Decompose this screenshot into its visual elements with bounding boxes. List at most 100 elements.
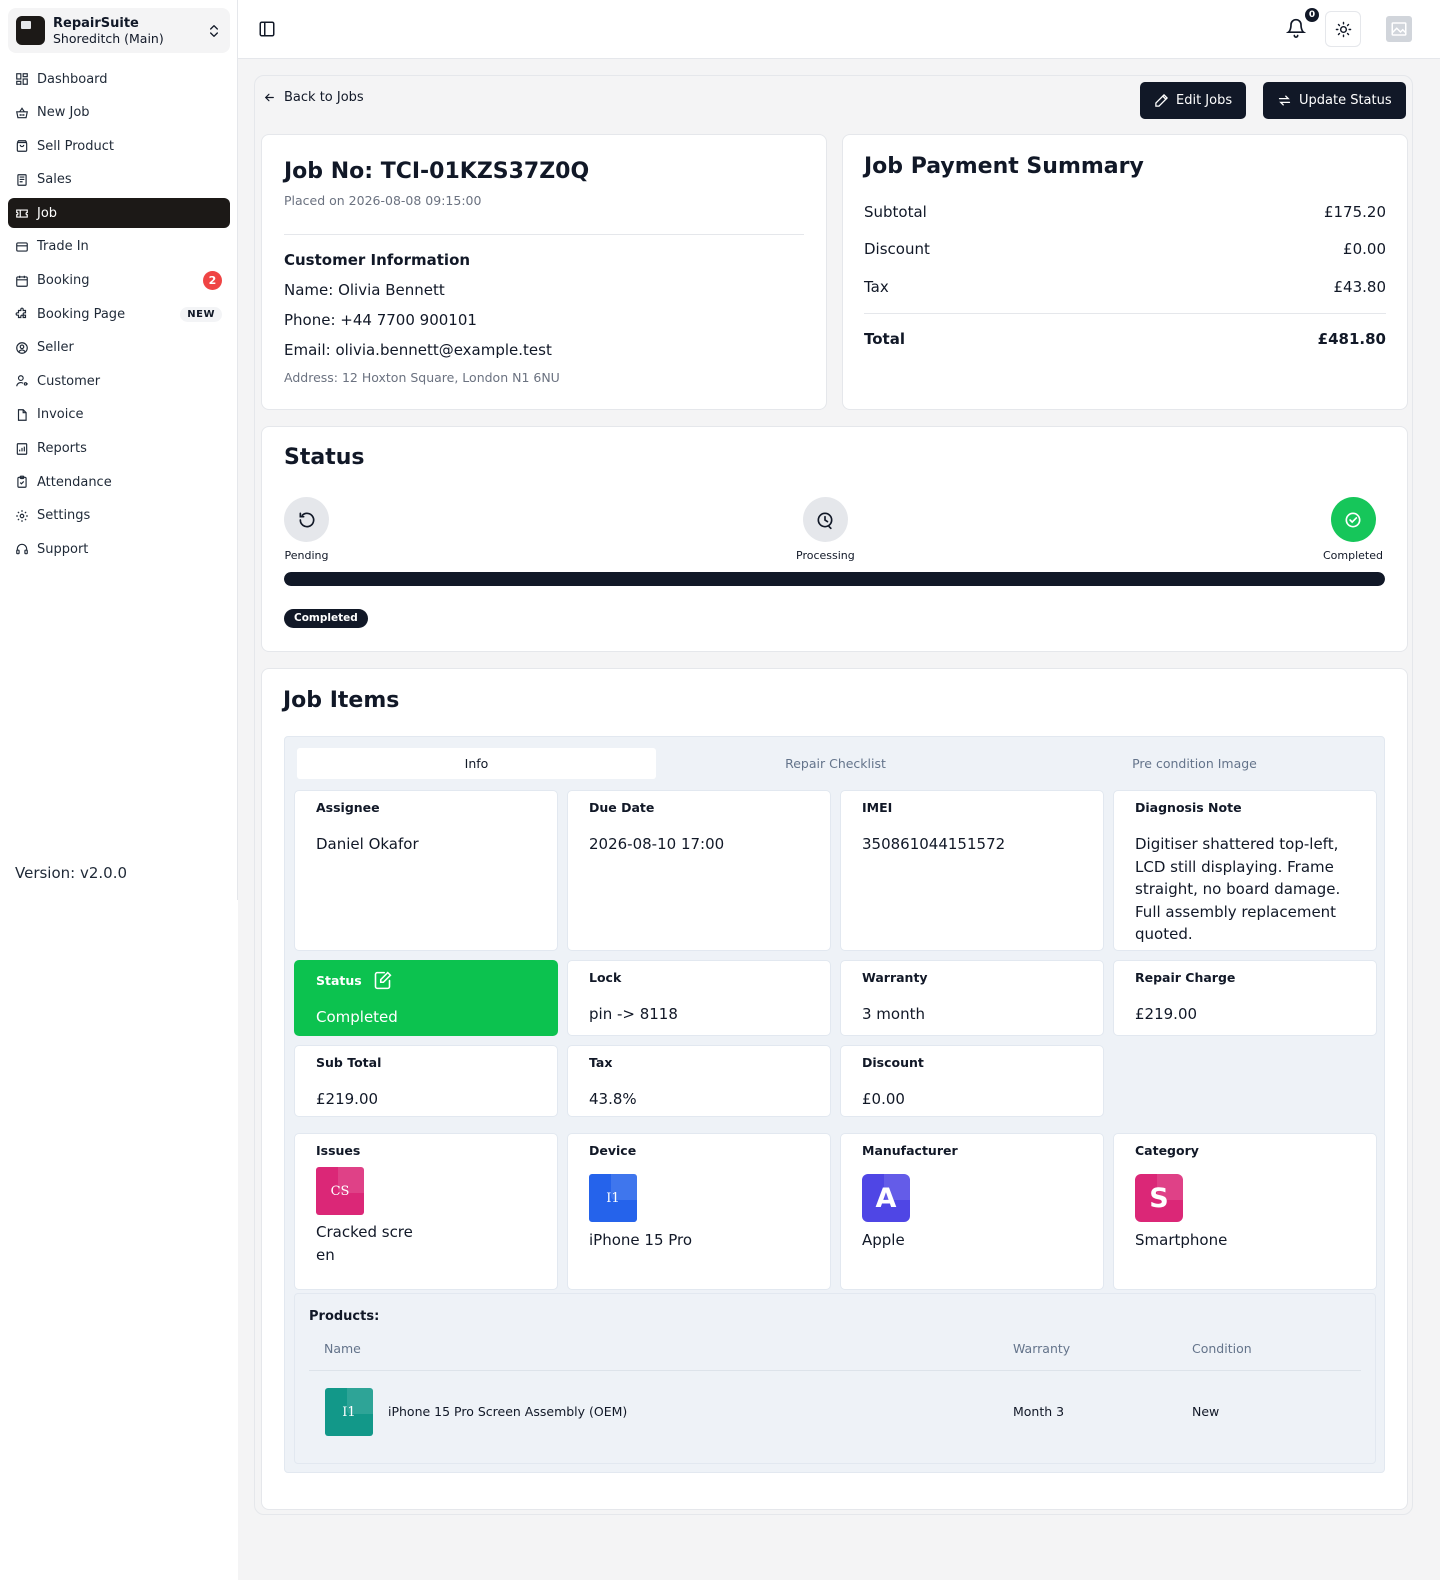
file-icon xyxy=(17,409,27,421)
update-status-label: Update Status xyxy=(1299,93,1392,108)
sidebar-item-job[interactable]: Job xyxy=(8,198,230,229)
device-thumbnail: I1 xyxy=(589,1174,637,1222)
manufacturer-value: Apple xyxy=(862,1231,905,1249)
user-circle-icon xyxy=(16,341,28,354)
sidebar-item-seller[interactable]: Seller xyxy=(8,333,230,363)
sidebar-item-settings[interactable]: Settings xyxy=(8,501,230,531)
cell-label: Category xyxy=(1135,1143,1199,1158)
edit-status-icon[interactable] xyxy=(372,970,393,991)
total-value: £481.80 xyxy=(1317,330,1386,348)
column-header-name: Name xyxy=(324,1341,361,1356)
booking-count-badge: 2 xyxy=(203,271,222,291)
discount-value: £0.00 xyxy=(1343,240,1386,258)
cell-label: Assignee xyxy=(316,800,380,815)
discount-cell: Discount £0.00 xyxy=(840,1045,1104,1117)
sidebar-item-new-job[interactable]: New Job xyxy=(8,98,230,128)
product-thumbnail: I1 xyxy=(325,1388,373,1436)
arrow-left-icon xyxy=(264,93,274,102)
job-items-panel: Info Repair Checklist Pre condition Imag… xyxy=(284,736,1385,1473)
page-title: Job No: TCI-01KZS37Z0Q xyxy=(284,159,590,184)
cell-label: Warranty xyxy=(862,970,928,985)
store-name: RepairSuite xyxy=(53,15,139,31)
divider xyxy=(309,1370,1361,1371)
tab-pre-condition-image[interactable]: Pre condition Image xyxy=(1132,756,1257,771)
cell-label: IMEI xyxy=(862,800,893,815)
sidebar: RepairSuite Shoreditch (Main) Dashboard … xyxy=(0,0,238,900)
app-version: Version: v2.0.0 xyxy=(15,864,128,882)
chevrons-up-down-icon xyxy=(210,24,218,37)
topbar: 0 xyxy=(238,0,1440,59)
tax-cell: Tax 43.8% xyxy=(567,1045,831,1117)
tab-repair-checklist[interactable]: Repair Checklist xyxy=(785,756,886,771)
sidebar-item-dashboard[interactable]: Dashboard xyxy=(8,64,230,94)
new-badge: NEW xyxy=(180,306,222,322)
sidebar-item-label: Sales xyxy=(37,172,72,188)
warranty-value: 3 month xyxy=(862,1005,925,1023)
step-circle xyxy=(802,497,848,542)
edit-job-label: Edit Jobs xyxy=(1176,93,1233,108)
sidebar-item-invoice[interactable]: Invoice xyxy=(8,400,230,430)
due-date-cell: Due Date 2026-08-10 17:00 xyxy=(567,790,831,951)
sidebar-item-attendance[interactable]: Attendance xyxy=(8,467,230,497)
sidebar-item-label: Settings xyxy=(37,508,91,524)
repair-charge-cell: Repair Charge £219.00 xyxy=(1113,960,1377,1036)
sidebar-toggle-icon[interactable] xyxy=(258,20,276,38)
sidebar-item-label: Sell Product xyxy=(37,138,114,154)
tax-value: £43.80 xyxy=(1333,278,1387,296)
sidebar-item-support[interactable]: Support xyxy=(8,534,230,564)
issue-thumbnail: CS xyxy=(316,1167,364,1215)
imei-value: 350861044151572 xyxy=(862,835,1006,853)
calendar-icon xyxy=(16,275,28,287)
notification-count: 0 xyxy=(1305,8,1319,22)
update-status-button[interactable]: Update Status xyxy=(1263,82,1406,119)
back-to-jobs-link[interactable]: Back to Jobs xyxy=(263,90,364,105)
cell-label: Tax xyxy=(589,1055,613,1070)
sidebar-item-label: Booking xyxy=(37,273,90,289)
ticket-icon xyxy=(16,209,28,219)
cell-label: Device xyxy=(589,1143,637,1158)
sidebar-item-label: Support xyxy=(37,541,89,557)
sidebar-item-label: Attendance xyxy=(37,474,112,490)
subtotal-row: Subtotal £175.20 xyxy=(864,203,1386,221)
device-value: iPhone 15 Pro xyxy=(589,1231,693,1249)
sidebar-item-reports[interactable]: Reports xyxy=(8,434,230,464)
sidebar-item-customer[interactable]: Customer xyxy=(8,366,230,396)
gear-icon xyxy=(16,509,28,522)
item-status-cell[interactable]: Status Completed xyxy=(294,960,558,1036)
avatar[interactable] xyxy=(1386,16,1412,42)
placed-date: Placed on 2026-08-08 09:15:00 xyxy=(284,193,482,208)
image-placeholder-icon xyxy=(1391,22,1407,36)
sidebar-item-trade-in[interactable]: Trade In xyxy=(8,232,230,262)
status-step-pending: Pending xyxy=(284,497,329,562)
sidebar-background xyxy=(0,900,238,1580)
total-label: Total xyxy=(864,330,905,348)
bell-icon[interactable] xyxy=(1286,18,1306,38)
sidebar-item-sales[interactable]: Sales xyxy=(8,165,230,195)
store-logo xyxy=(16,16,45,45)
warranty-cell: Warranty 3 month xyxy=(840,960,1104,1036)
puzzle-icon xyxy=(15,307,27,319)
product-condition: New xyxy=(1192,1404,1220,1419)
step-circle xyxy=(1330,497,1376,542)
back-to-jobs-label: Back to Jobs xyxy=(284,90,364,105)
receipt-icon xyxy=(17,173,27,186)
job-items-card: Job Items Info Repair Checklist Pre cond… xyxy=(261,668,1408,1510)
customer-name: Name: Olivia Bennett xyxy=(284,281,445,299)
sidebar-item-sell-product[interactable]: Sell Product xyxy=(8,131,230,161)
diagnosis-note-cell: Diagnosis Note Digitiser shattered top-l… xyxy=(1113,790,1377,951)
sidebar-item-booking-page[interactable]: Booking Page NEW xyxy=(8,299,230,329)
sidebar-item-label: Dashboard xyxy=(37,71,108,87)
diagnosis-note-value: Digitiser shattered top-left, LCD still … xyxy=(1135,835,1341,943)
theme-toggle-button[interactable] xyxy=(1325,11,1361,47)
job-items-tabs: Info Repair Checklist Pre condition Imag… xyxy=(297,748,1374,779)
category-cell: Category S Smartphone xyxy=(1113,1133,1377,1290)
step-circle xyxy=(284,497,329,542)
store-switcher[interactable]: RepairSuite Shoreditch (Main) xyxy=(8,8,230,53)
issues-cell: Issues CS Cracked screen xyxy=(294,1133,558,1290)
edit-job-button[interactable]: Edit Jobs xyxy=(1140,82,1247,119)
tab-info[interactable]: Info xyxy=(297,748,656,779)
tax-row: Tax £43.80 xyxy=(864,278,1386,296)
column-header-condition: Condition xyxy=(1192,1341,1252,1356)
sidebar-item-booking[interactable]: Booking 2 xyxy=(8,266,230,296)
cell-label: Issues xyxy=(316,1143,361,1158)
